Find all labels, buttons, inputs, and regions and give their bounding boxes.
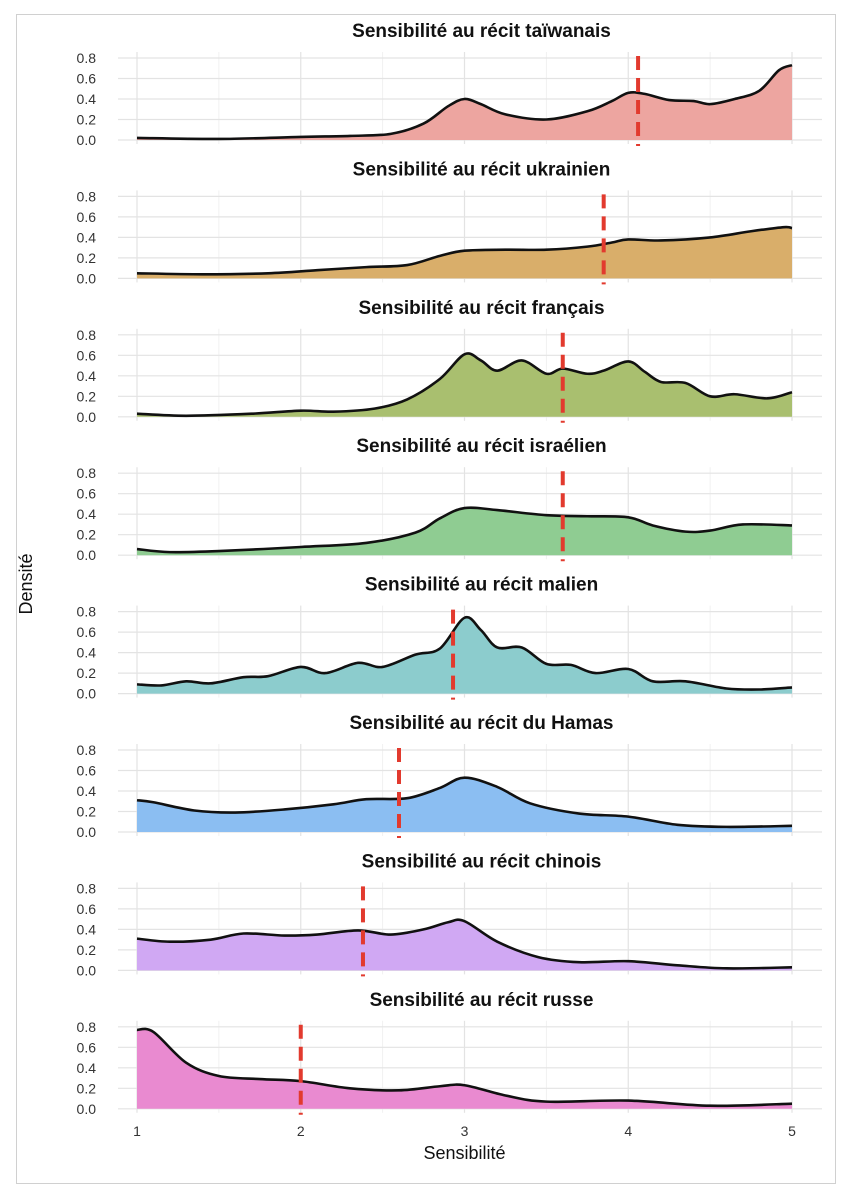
y-tick-label: 0.4 <box>77 368 97 384</box>
panel-title: Sensibilité au récit chinois <box>362 851 602 872</box>
y-tick-label: 0.0 <box>77 132 97 148</box>
y-tick-label: 0.6 <box>77 486 97 502</box>
y-tick-label: 0.4 <box>77 783 97 799</box>
panel-title: Sensibilité au récit du Hamas <box>350 713 614 734</box>
y-tick-label: 0.2 <box>77 804 97 820</box>
density-area <box>137 65 792 140</box>
y-tick-label: 0.4 <box>77 91 97 107</box>
y-tick-label: 0.4 <box>77 1060 97 1076</box>
panel-hamas: 0.0 0.2 0.4 0.6 0.8 Sensibilité au récit du H… <box>77 713 822 840</box>
x-tick-label: 3 <box>461 1123 469 1139</box>
y-tick-label: 0.8 <box>77 742 97 758</box>
y-tick-label: 0.6 <box>77 347 97 363</box>
y-tick-label: 0.8 <box>77 604 97 620</box>
panel-russe: 0.0 0.2 0.4 0.6 0.8 Sensibilité au récit russ… <box>77 990 822 1117</box>
y-tick-label: 0.4 <box>77 506 97 522</box>
y-tick-label: 0.8 <box>77 1019 97 1035</box>
y-tick-label: 0.4 <box>77 229 97 245</box>
y-tick-label: 0.0 <box>77 409 97 425</box>
y-tick-label: 0.6 <box>77 763 97 779</box>
y-axis-title: Densité <box>16 553 36 614</box>
density-area <box>137 617 792 694</box>
y-tick-label: 0.8 <box>77 50 97 66</box>
y-tick-label: 0.6 <box>77 901 97 917</box>
panel-malien: 0.0 0.2 0.4 0.6 0.8 Sensibilité au récit mali… <box>77 575 822 702</box>
y-tick-label: 0.2 <box>77 665 97 681</box>
density-curve <box>136 506 793 554</box>
y-tick-label: 0.2 <box>77 942 97 958</box>
panel-title: Sensibilité au récit malien <box>365 575 598 596</box>
panel-israelien: 0.0 0.2 0.4 0.6 0.8 Sensibilité au récit isra… <box>77 436 822 563</box>
y-tick-label: 0.2 <box>77 112 97 128</box>
density-curve <box>136 1027 793 1108</box>
y-tick-label: 0.8 <box>77 327 97 343</box>
y-tick-label: 0.6 <box>77 1039 97 1055</box>
y-tick-label: 0.0 <box>77 270 97 286</box>
density-curve <box>136 63 793 141</box>
panel-title: Sensibilité au récit russe <box>370 990 594 1011</box>
y-tick-label: 0.8 <box>77 465 97 481</box>
y-tick-label: 0.2 <box>77 388 97 404</box>
panel-title: Sensibilité au récit ukrainien <box>353 159 611 180</box>
density-area <box>137 1028 792 1109</box>
panel-taiwanais: 0.0 0.2 0.4 0.6 0.8 Sensibilité au récit taïw… <box>77 21 822 148</box>
figure-frame <box>16 14 836 1184</box>
panel-ukrainien: 0.0 0.2 0.4 0.6 0.8 Sensibilité au récit ukra… <box>77 159 822 286</box>
y-tick-label: 0.0 <box>77 547 97 563</box>
density-area <box>137 777 792 832</box>
y-tick-label: 0.2 <box>77 527 97 543</box>
y-tick-label: 0.6 <box>77 71 97 87</box>
y-tick-label: 0.6 <box>77 624 97 640</box>
density-curve <box>136 225 793 276</box>
x-tick-label: 1 <box>133 1123 141 1139</box>
panel-title: Sensibilité au récit taïwanais <box>352 21 611 42</box>
y-tick-label: 0.2 <box>77 1080 97 1096</box>
density-curve <box>136 918 793 970</box>
x-tick-label: 2 <box>297 1123 305 1139</box>
density-area <box>137 507 792 556</box>
y-tick-label: 0.4 <box>77 645 97 661</box>
density-curve <box>136 776 793 829</box>
density-area <box>137 919 792 971</box>
x-tick-label: 4 <box>624 1123 632 1139</box>
y-tick-label: 0.8 <box>77 188 97 204</box>
panel-title: Sensibilité au récit israélien <box>356 436 606 457</box>
y-tick-label: 0.0 <box>77 962 97 978</box>
y-tick-label: 0.8 <box>77 880 97 896</box>
y-tick-label: 0.0 <box>77 1101 97 1117</box>
x-tick-label: 5 <box>788 1123 796 1139</box>
y-tick-label: 0.0 <box>77 686 97 702</box>
panel-title: Sensibilité au récit français <box>358 298 604 319</box>
density-curve <box>136 352 793 418</box>
y-tick-label: 0.4 <box>77 921 97 937</box>
density-curve <box>136 615 793 691</box>
density-area <box>137 353 792 417</box>
y-tick-label: 0.0 <box>77 824 97 840</box>
panel-francais: 0.0 0.2 0.4 0.6 0.8 Sensibilité au récit fran… <box>77 298 822 425</box>
panel-chinois: 0.0 0.2 0.4 0.6 0.8 Sensibilité au récit chin… <box>77 851 822 978</box>
x-axis-title: Sensibilité <box>423 1143 505 1163</box>
y-tick-label: 0.2 <box>77 250 97 266</box>
y-tick-label: 0.6 <box>77 209 97 225</box>
